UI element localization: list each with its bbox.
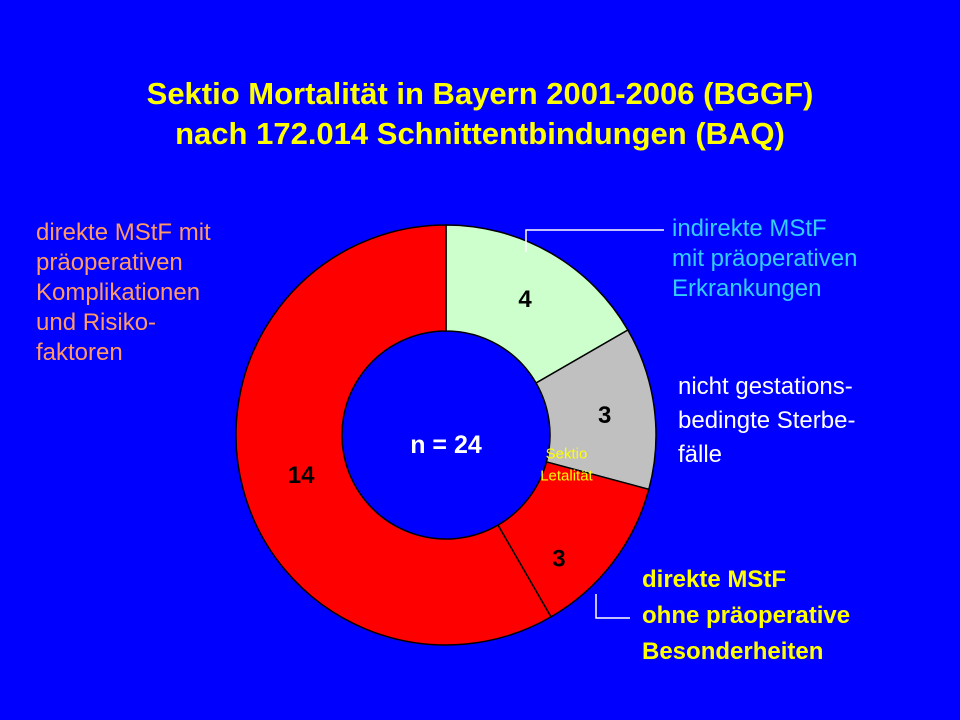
slice-value-label: 3	[552, 545, 565, 572]
leader-direkte-ohne	[595, 594, 630, 619]
slice-value-label: 4	[518, 286, 532, 313]
label-indirekte: indirekte MStF mit präoperativen Erkrank…	[672, 215, 858, 302]
label-nicht-gestationsbedingt: nicht gestations- bedingte Sterbe- fälle	[678, 373, 856, 468]
slice-direkte-mit	[235, 224, 553, 646]
inner-note-line: Sektio	[546, 445, 588, 462]
title-line-1: Sektio Mortalität in Bayern 2001-2006 (B…	[146, 76, 814, 111]
label-direkte-ohne-besonderheiten: direkte MStF ohne präoperative Besonderh…	[642, 566, 851, 665]
inner-note-line: Letalität	[540, 467, 593, 484]
total-label: n = 24	[410, 431, 482, 459]
slice-indirekte	[445, 224, 629, 385]
slice-value-label: 3	[598, 402, 611, 429]
leader-indirekte	[525, 229, 664, 252]
slice-value-label: 14	[288, 462, 315, 489]
title-line-2: nach 172.014 Schnittentbindungen (BAQ)	[175, 116, 785, 151]
label-direkte-mit-komplikationen: direkte MStF mit präoperativen Komplikat…	[36, 219, 211, 366]
chart-title: Sektio Mortalität in Bayern 2001-2006 (B…	[0, 74, 960, 154]
